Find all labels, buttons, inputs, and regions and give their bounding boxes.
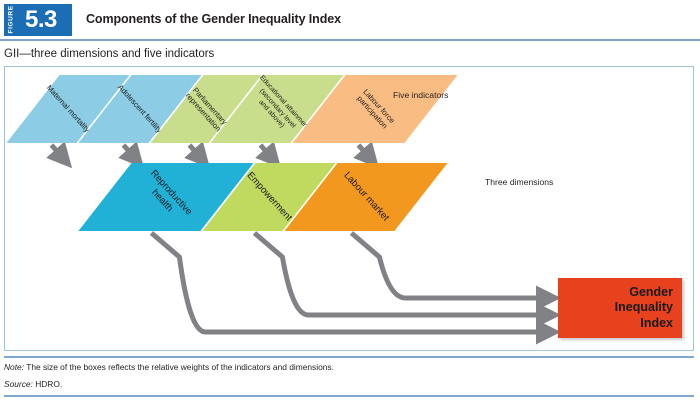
figure-word-label: FIGURE — [7, 4, 15, 33]
page-title: Components of the Gender Inequality Inde… — [86, 12, 341, 26]
diagram-stage: Maternal mortality Adolescent fertility … — [5, 67, 693, 350]
header-divider — [0, 39, 700, 41]
figure-source: Source: HDRO. — [4, 379, 62, 389]
note-text: The size of the boxes reflects the relat… — [24, 362, 334, 372]
connector-arrows — [46, 141, 562, 345]
source-label: Source: — [4, 379, 33, 389]
figure-subtitle: GII—three dimensions and five indicators — [4, 48, 215, 60]
gender-inequality-index-label: Gender Inequality Index — [614, 285, 673, 330]
figure-number-label: 5.3 — [25, 6, 57, 33]
indicators-caption: Five indicators — [393, 90, 449, 100]
source-text: HDRO. — [32, 379, 63, 389]
figure-header: FIGURE 5.3 Components of the Gender Ineq… — [0, 0, 700, 41]
footer-divider-bottom — [4, 395, 694, 397]
note-label: Note: — [4, 362, 25, 372]
footer-divider-top — [4, 356, 694, 358]
diagram-panel: Maternal mortality Adolescent fertility … — [4, 66, 694, 351]
dimensions-caption: Three dimensions — [485, 177, 554, 187]
figure-number-badge: FIGURE 5.3 — [4, 4, 72, 36]
gender-inequality-index-box[interactable]: Gender Inequality Index — [558, 278, 682, 338]
figure-note: Note: The size of the boxes reflects the… — [4, 362, 334, 372]
